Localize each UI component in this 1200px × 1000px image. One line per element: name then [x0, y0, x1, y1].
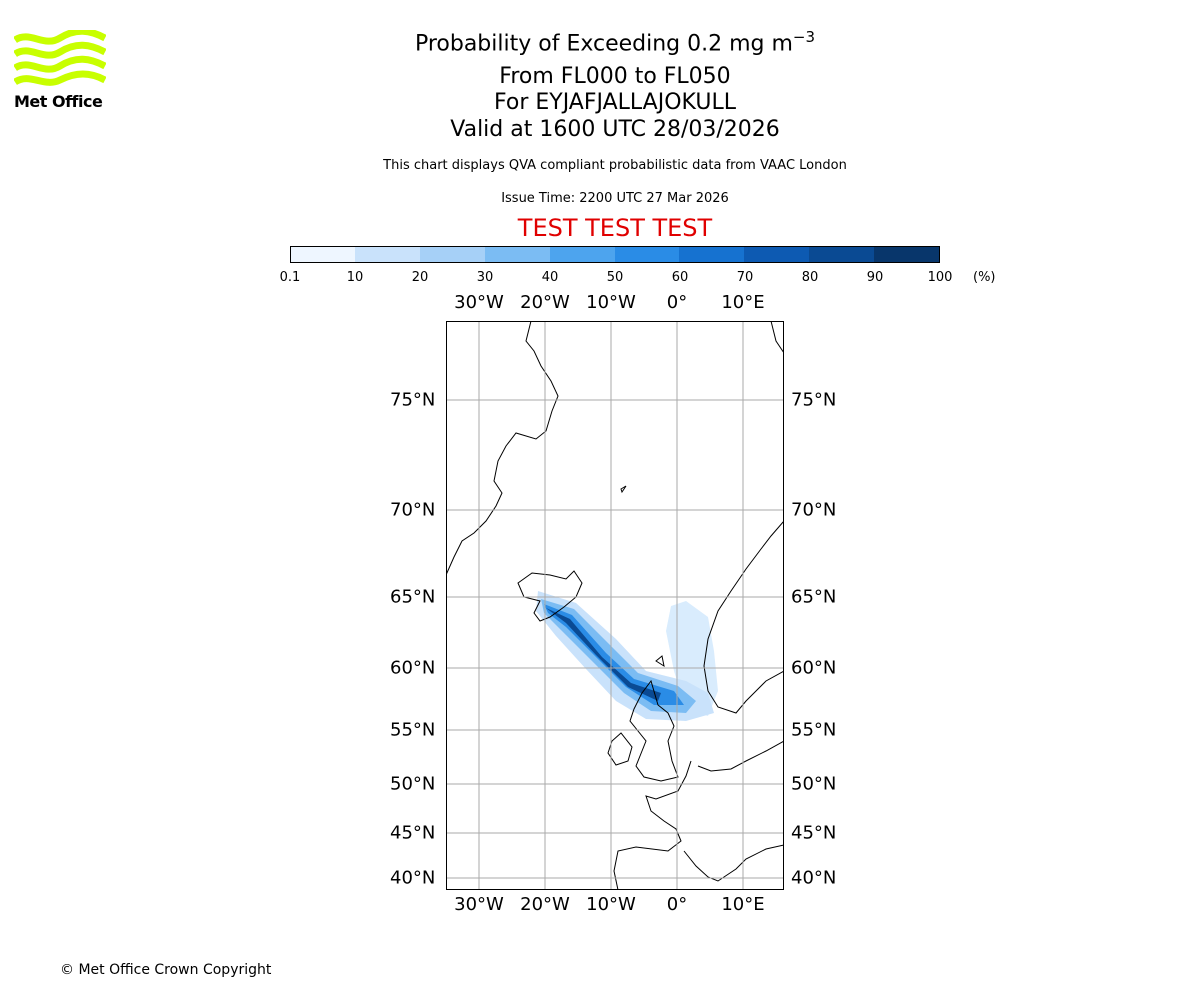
title-line-3: For EYJAFJALLAJOKULL	[494, 90, 736, 115]
lat-tick-label: 65°N	[791, 586, 837, 608]
lon-tick-label: 20°W	[520, 894, 570, 915]
colorbar-segment	[419, 247, 485, 262]
lat-tick-label: 75°N	[791, 389, 837, 411]
title-superscript: −3	[792, 28, 816, 46]
copyright: © Met Office Crown Copyright	[60, 962, 272, 978]
colorbar-tick-label: 100	[927, 270, 953, 285]
coastline-iceland	[517, 570, 583, 622]
coastline-ireland	[607, 732, 633, 766]
colorbar-segment	[679, 247, 745, 262]
lat-tick-label: 60°N	[791, 657, 837, 679]
lat-tick-label: 65°N	[390, 586, 436, 608]
lon-tick-label: 0°	[666, 292, 688, 313]
colorbar-tick-label: 90	[866, 270, 884, 285]
title-line-4: Valid at 1600 UTC 28/03/2026	[450, 117, 780, 142]
lat-tick-label: 75°N	[390, 389, 436, 411]
lon-tick-label: 10°E	[721, 894, 765, 915]
colorbar-tick-label: 50	[606, 270, 624, 285]
lat-tick-label: 45°N	[791, 822, 837, 844]
ash-probability-map[interactable]	[446, 321, 784, 890]
coastlines	[446, 321, 784, 890]
chart-title: Probability of Exceeding 0.2 mg m−3	[0, 28, 1200, 56]
colorbar-segment	[549, 247, 615, 262]
issue-time: Issue Time: 2200 UTC 27 Mar 2026	[501, 191, 729, 206]
coastline-svalbard	[770, 321, 784, 354]
lat-tick-label: 40°N	[791, 867, 837, 889]
lat-tick-label: 50°N	[791, 773, 837, 795]
colorbar	[290, 246, 940, 263]
map-background	[446, 321, 784, 890]
colorbar-segment	[291, 247, 355, 262]
coastline-jan-mayen	[620, 485, 627, 494]
colorbar-segment	[744, 247, 810, 262]
coastline-scandinavia	[703, 520, 784, 714]
logo-text: Met Office	[14, 92, 103, 111]
graticule	[446, 321, 784, 890]
plume-core	[546, 608, 661, 701]
lat-tick-label: 40°N	[390, 867, 436, 889]
lon-tick-label: 10°E	[721, 292, 765, 313]
plume-fringe-norway	[666, 601, 718, 716]
met-office-logo: Met Office	[13, 27, 107, 112]
lon-tick-label: 20°W	[520, 292, 570, 313]
coastline-great-britain	[629, 679, 679, 782]
lon-tick-label: 10°W	[586, 894, 636, 915]
colorbar-tick-label: 20	[411, 270, 429, 285]
colorbar-segment	[354, 247, 420, 262]
lat-tick-label: 60°N	[390, 657, 436, 679]
colorbar-segment	[484, 247, 550, 262]
coastline-europe-west	[613, 760, 692, 890]
lon-tick-label: 30°W	[454, 894, 504, 915]
coastline-baltic	[697, 740, 784, 772]
title-line-1: Probability of Exceeding 0.2 mg m	[414, 31, 793, 57]
met-office-wave-icon	[13, 27, 107, 86]
colorbar-tick-label: 60	[671, 270, 689, 285]
colorbar-tick-label: 80	[801, 270, 819, 285]
test-banner: TEST TEST TEST	[517, 214, 713, 242]
coastline-faroe	[655, 655, 665, 668]
map-frame	[446, 321, 784, 890]
lat-tick-label: 70°N	[390, 499, 436, 521]
lat-tick-label: 55°N	[390, 719, 436, 741]
colorbar-segment	[809, 247, 875, 262]
ash-plume	[536, 591, 718, 721]
colorbar-tick-label: 70	[736, 270, 754, 285]
title-line-2: From FL000 to FL050	[499, 64, 731, 89]
colorbar-tick-label: 40	[541, 270, 559, 285]
lat-tick-label: 45°N	[390, 822, 436, 844]
colorbar-unit: (%)	[973, 270, 996, 285]
coastline-greenland	[446, 321, 559, 576]
lon-tick-label: 10°W	[586, 292, 636, 313]
colorbar-tick-label: 30	[476, 270, 494, 285]
lon-tick-label: 30°W	[454, 292, 504, 313]
colorbar-tick-label: 10	[346, 270, 364, 285]
chart-description: This chart displays QVA compliant probab…	[383, 158, 847, 173]
lat-tick-label: 70°N	[791, 499, 837, 521]
colorbar-segment	[614, 247, 680, 262]
lat-tick-label: 55°N	[791, 719, 837, 741]
lat-tick-label: 50°N	[390, 773, 436, 795]
coastline-mediterranean	[683, 844, 784, 882]
lon-tick-label: 0°	[666, 894, 688, 915]
colorbar-segment	[874, 247, 940, 262]
plume-inner	[544, 604, 684, 705]
colorbar-tick-label: 0.1	[279, 270, 301, 285]
